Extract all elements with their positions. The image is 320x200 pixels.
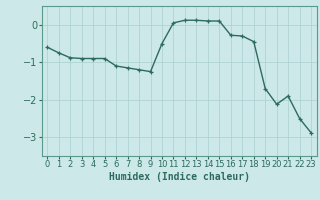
X-axis label: Humidex (Indice chaleur): Humidex (Indice chaleur) bbox=[109, 172, 250, 182]
